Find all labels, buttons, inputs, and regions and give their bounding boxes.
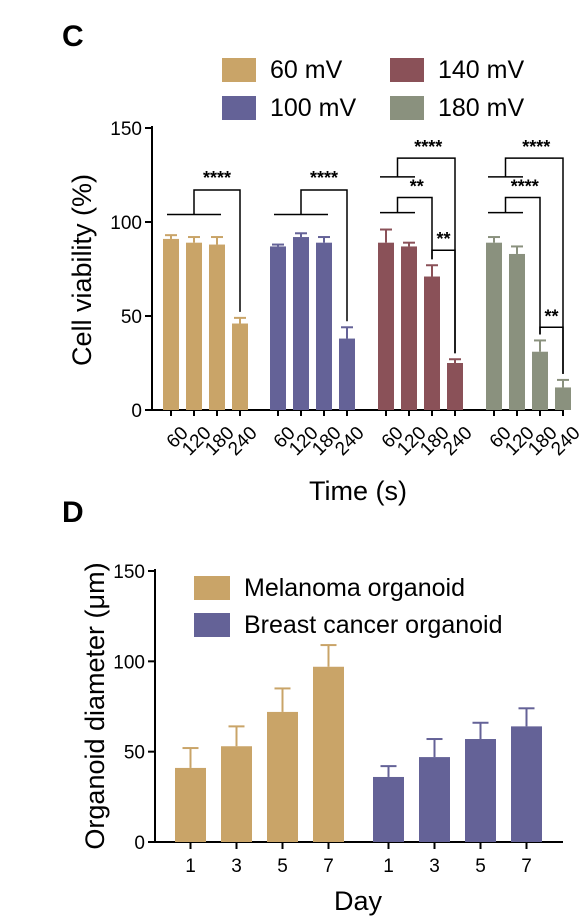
d-y-tick-label: 150 (113, 562, 145, 583)
d-legend-swatch (194, 613, 230, 637)
c-bar (339, 338, 355, 410)
c-bar (401, 246, 417, 410)
d-y-tick-label: 0 (134, 833, 145, 854)
c-sig-bracket (504, 196, 541, 335)
c-bar (486, 242, 502, 410)
d-y-tick-label: 100 (113, 652, 145, 673)
c-legend-swatch (222, 58, 256, 82)
c-x-tick-label: 240 (331, 423, 368, 460)
c-bar (163, 238, 179, 410)
c-bar (293, 237, 309, 410)
c-y-tick-label: 150 (110, 119, 142, 140)
panel-d-letter: D (62, 496, 84, 529)
d-bar (419, 757, 450, 842)
c-legend-label: 180 mV (438, 94, 524, 122)
c-x-tick-label: 240 (547, 423, 583, 460)
d-x-tick-label: 3 (231, 856, 242, 877)
c-bar (270, 246, 286, 410)
c-sig-label: **** (414, 137, 442, 157)
d-bar (221, 746, 252, 842)
c-legend-label: 60 mV (270, 56, 343, 84)
d-x-tick-label: 5 (277, 856, 288, 877)
legend-d: Melanoma organoid Breast cancer organoid (194, 574, 502, 639)
d-x-tick-label: 7 (521, 856, 532, 877)
c-y-tick-label: 100 (110, 213, 142, 234)
c-sig-label: **** (522, 137, 550, 157)
c-bar (555, 387, 571, 410)
c-y-axis-label: Cell viability (%) (67, 174, 97, 366)
c-x-tick-label: 240 (224, 423, 261, 460)
d-bar (465, 739, 496, 842)
c-bar (232, 323, 248, 410)
d-x-tick-label: 5 (475, 856, 486, 877)
d-y-tick-label: 50 (124, 743, 145, 764)
c-sig-label: ** (410, 177, 424, 197)
c-sig-bracket (504, 157, 564, 374)
c-legend-swatch (390, 58, 424, 82)
d-legend-label: Breast cancer organoid (244, 611, 502, 639)
c-bar (532, 351, 548, 410)
d-legend-swatch (194, 576, 230, 600)
c-bar (509, 253, 525, 410)
c-y-tick-label: 50 (121, 307, 142, 328)
d-x-axis-label: Day (334, 886, 383, 916)
c-sig-label: **** (310, 168, 338, 188)
d-bar (373, 776, 404, 842)
c-sig-label: ** (544, 306, 558, 326)
d-bar (313, 666, 344, 842)
c-sig-label: **** (511, 177, 539, 197)
c-bar (209, 244, 225, 410)
c-sig-bracket (431, 249, 456, 354)
c-legend-swatch (222, 96, 256, 120)
c-sig-label: ** (436, 229, 450, 249)
c-bar (186, 242, 202, 410)
c-bar (424, 276, 440, 410)
c-sig-label: **** (203, 168, 231, 188)
d-y-axis-label: Organoid diameter (μm) (80, 562, 110, 849)
legend-c: 60 mV 140 mV 100 mV 180 mV (222, 56, 524, 122)
c-bar (316, 242, 332, 410)
c-x-tick-label: 240 (439, 423, 476, 460)
d-x-tick-label: 1 (383, 856, 394, 877)
d-legend-label: Melanoma organoid (244, 574, 465, 602)
c-legend-label: 140 mV (438, 56, 524, 84)
c-x-axis-label: Time (s) (309, 476, 407, 506)
c-bar (378, 242, 394, 410)
c-sig-bracket (300, 189, 348, 322)
plot-c: Cell viability (%) Time (s) 050100150601… (67, 119, 583, 506)
c-legend-label: 100 mV (270, 94, 356, 122)
panel-c-letter: C (62, 20, 84, 53)
c-y-tick-label: 0 (131, 401, 142, 422)
d-x-tick-label: 3 (429, 856, 440, 877)
c-legend-swatch (390, 96, 424, 120)
d-bar (175, 767, 206, 842)
d-bar (511, 726, 542, 842)
plot-d: Organoid diameter (μm) Day 0 50 100 150 1 3 5 7… (80, 562, 563, 916)
c-sig-bracket (539, 326, 564, 374)
c-sig-bracket (193, 189, 241, 312)
d-x-tick-label: 7 (323, 856, 334, 877)
d-bar (267, 711, 298, 842)
c-sig-bracket (396, 196, 433, 260)
d-x-tick-label: 1 (185, 856, 196, 877)
c-bar (447, 363, 463, 410)
